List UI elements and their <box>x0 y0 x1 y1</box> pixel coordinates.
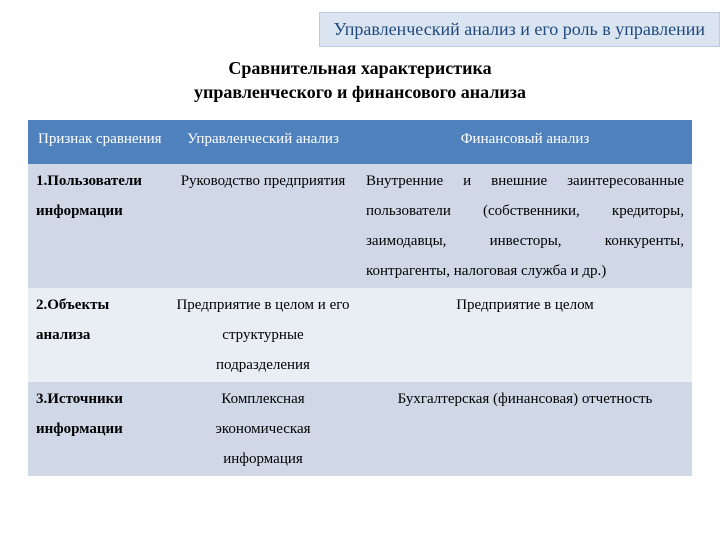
cell-financial: Бухгалтерская (финансовая) отчетность <box>358 382 692 476</box>
table-row: 2.Объекты анализа Предприятие в целом и … <box>28 288 692 382</box>
cell-managerial: Комплексная экономическая информация <box>168 382 358 476</box>
table-row: 1.Пользователи информации Руководство пр… <box>28 164 692 288</box>
comparison-table: Признак сравнения Управленческий анализ … <box>28 120 692 476</box>
table-header: Признак сравнения Управленческий анализ … <box>28 120 692 164</box>
col-header-managerial: Управленческий анализ <box>168 120 358 164</box>
table-body: 1.Пользователи информации Руководство пр… <box>28 164 692 476</box>
cell-financial: Внутренние и внешние заинтересованные по… <box>358 164 692 288</box>
cell-financial: Предприятие в целом <box>358 288 692 382</box>
cell-managerial: Руководство предприятия <box>168 164 358 288</box>
cell-criterion: 2.Объекты анализа <box>28 288 168 382</box>
title-line-2: управленческого и финансового анализа <box>0 80 720 104</box>
table-row: 3.Источники информации Комплексная эконо… <box>28 382 692 476</box>
col-header-financial: Финансовый анализ <box>358 120 692 164</box>
cell-criterion: 3.Источники информации <box>28 382 168 476</box>
cell-managerial: Предприятие в целом и его структурные по… <box>168 288 358 382</box>
col-header-criterion: Признак сравнения <box>28 120 168 164</box>
cell-criterion: 1.Пользователи информации <box>28 164 168 288</box>
slide-title: Сравнительная характеристика управленчес… <box>0 56 720 105</box>
title-line-1: Сравнительная характеристика <box>0 56 720 80</box>
slide-banner: Управленческий анализ и его роль в управ… <box>319 12 720 47</box>
